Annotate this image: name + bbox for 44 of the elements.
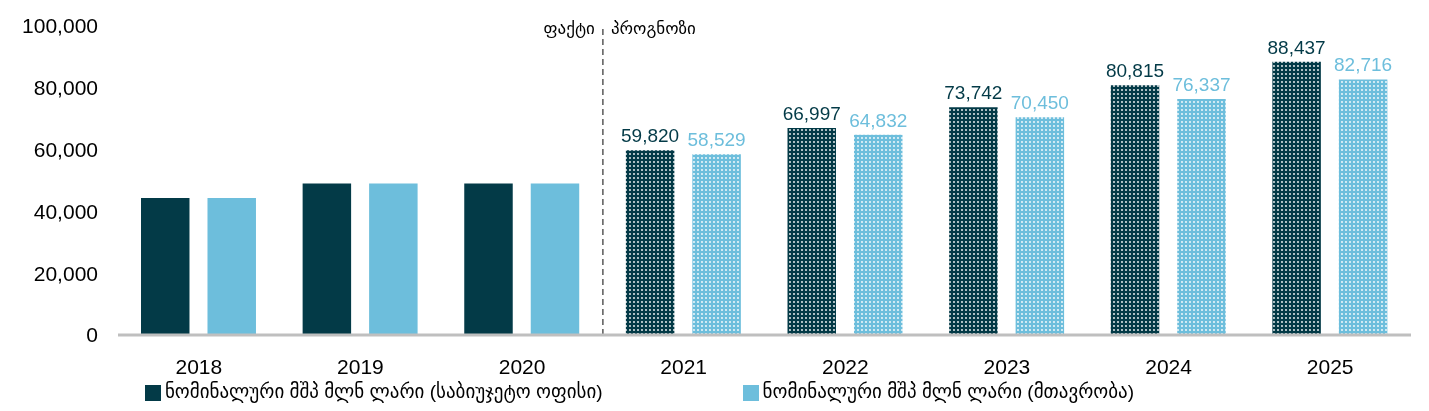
data-label: 66,997: [782, 102, 841, 124]
bar: [853, 134, 903, 335]
bar: [787, 127, 836, 335]
y-tick-label: 0: [86, 323, 98, 347]
annotation: პროგნოზი: [610, 19, 696, 38]
legend-label: ნომინალური მშპ მლნ ლარი (საბიუჯეტო ოფისი): [164, 381, 603, 402]
bar: [1338, 79, 1388, 335]
bar: [692, 154, 741, 335]
data-label: 76,337: [1172, 74, 1231, 96]
bar: [530, 183, 580, 335]
bar: [302, 183, 352, 335]
y-tick-label: 20,000: [33, 261, 98, 285]
y-tick-label: 40,000: [33, 199, 98, 223]
bar: [464, 183, 513, 335]
bar: [625, 150, 675, 335]
x-tick-label: 2021: [660, 354, 708, 378]
bar: [1272, 61, 1321, 335]
data-label: 59,820: [621, 125, 680, 147]
data-label: 88,437: [1267, 36, 1326, 58]
x-tick-label: 2025: [1306, 354, 1354, 378]
data-label: 80,815: [1105, 60, 1165, 82]
bar: [207, 198, 256, 335]
data-label: 64,832: [849, 109, 908, 131]
data-label: 82,716: [1334, 54, 1393, 76]
x-tick-label: 2024: [1145, 354, 1193, 378]
data-label: 70,450: [1010, 92, 1069, 114]
data-label: 58,529: [687, 129, 746, 151]
x-tick-label: 2018: [175, 354, 223, 378]
bar: [1015, 117, 1065, 335]
bar: [1110, 85, 1160, 335]
x-tick-label: 2019: [337, 354, 384, 378]
bar: [141, 198, 190, 335]
x-tick-label: 2023: [983, 354, 1031, 378]
legend-label: ნომინალური მშპ მლნ ლარი (მთავრობა): [762, 381, 1135, 402]
y-tick-label: 80,000: [33, 76, 98, 100]
bar: [1177, 99, 1226, 335]
x-tick-label: 2022: [821, 354, 869, 378]
data-label: 73,742: [944, 82, 1003, 104]
y-tick-label: 60,000: [33, 138, 98, 162]
x-tick-label: 2020: [498, 354, 546, 378]
bar: [949, 107, 998, 335]
y-tick-label: 100,000: [22, 14, 98, 38]
annotation: ფაქტი: [543, 19, 595, 38]
bar: [369, 183, 418, 335]
